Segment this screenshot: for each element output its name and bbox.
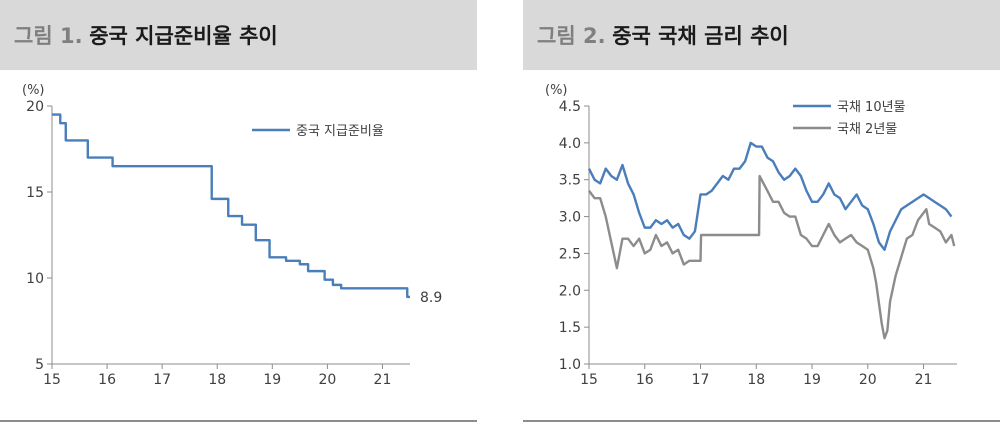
legend-label-1: 국채 10년물 [837, 100, 906, 115]
y-tick-label: 4.0 [559, 136, 581, 152]
figure-number: 그림 1. [14, 24, 83, 48]
figure-caption: 중국 지급준비율 추이 [89, 24, 278, 48]
y-axis-unit-label: (%) [22, 83, 45, 98]
x-tick-label: 15 [43, 372, 61, 388]
end-value-label: 8.9 [420, 290, 442, 306]
x-tick-label: 21 [915, 372, 933, 388]
y-tick-label: 1.0 [559, 357, 581, 373]
x-tick-label: 20 [318, 372, 336, 388]
bottom-rule [0, 420, 477, 422]
x-tick-label: 19 [263, 372, 281, 388]
figure-caption: 중국 국채 금리 추이 [612, 24, 789, 48]
x-tick-label: 18 [208, 372, 226, 388]
figure-number: 그림 2. [537, 24, 606, 48]
series-line-2 [588, 174, 956, 340]
figure-header: 그림 2. 중국 국채 금리 추이 [523, 0, 1000, 70]
x-tick-label: 20 [859, 372, 877, 388]
y-tick-label: 4.5 [559, 99, 581, 115]
series-line-1 [587, 141, 953, 251]
y-tick-label: 2.5 [559, 246, 581, 262]
x-tick-label: 16 [98, 372, 116, 388]
y-tick-label: 5 [35, 357, 44, 373]
legend-label-2: 국채 2년물 [837, 122, 897, 137]
y-tick-label: 1.5 [559, 320, 581, 336]
series-line-1 [52, 113, 410, 299]
figure-header: 그림 1. 중국 지급준비율 추이 [0, 0, 477, 70]
y-tick-label: 10 [26, 271, 44, 287]
y-tick-label: 3.0 [559, 210, 581, 226]
x-tick-label: 18 [747, 372, 765, 388]
bottom-rule [523, 420, 1000, 422]
x-tick-label: 19 [803, 372, 821, 388]
x-tick-label: 21 [374, 372, 392, 388]
x-tick-label: 17 [692, 372, 710, 388]
y-axis-unit-label: (%) [545, 83, 568, 98]
chart-panel-right: 그림 2. 중국 국채 금리 추이 (%) 4.5 4.0 3.5 3.0 2.5 2.0 1… [523, 0, 1000, 424]
y-tick-label: 2.0 [559, 283, 581, 299]
x-tick-label: 15 [580, 372, 598, 388]
x-tick-label: 17 [153, 372, 171, 388]
y-tick-label: 20 [26, 99, 44, 115]
figure-title: 그림 1. 중국 지급준비율 추이 [14, 20, 278, 50]
y-tick-label: 3.5 [559, 173, 581, 189]
x-tick-label: 16 [636, 372, 654, 388]
legend-label-1: 중국 지급준비율 [296, 124, 384, 139]
figure-title: 그림 2. 중국 국채 금리 추이 [537, 20, 789, 50]
y-tick-label: 15 [26, 185, 44, 201]
bond-yield-chart: (%)4.5 4.0 3.5 3.0 2.5 2.0 1.5 1.015 16 17 18 19 20 2… [545, 83, 957, 388]
chart-panel-left: 그림 1. 중국 지급준비율 추이 (%) 20 15 10 5 15 16 17 18 19 20… [0, 0, 477, 424]
